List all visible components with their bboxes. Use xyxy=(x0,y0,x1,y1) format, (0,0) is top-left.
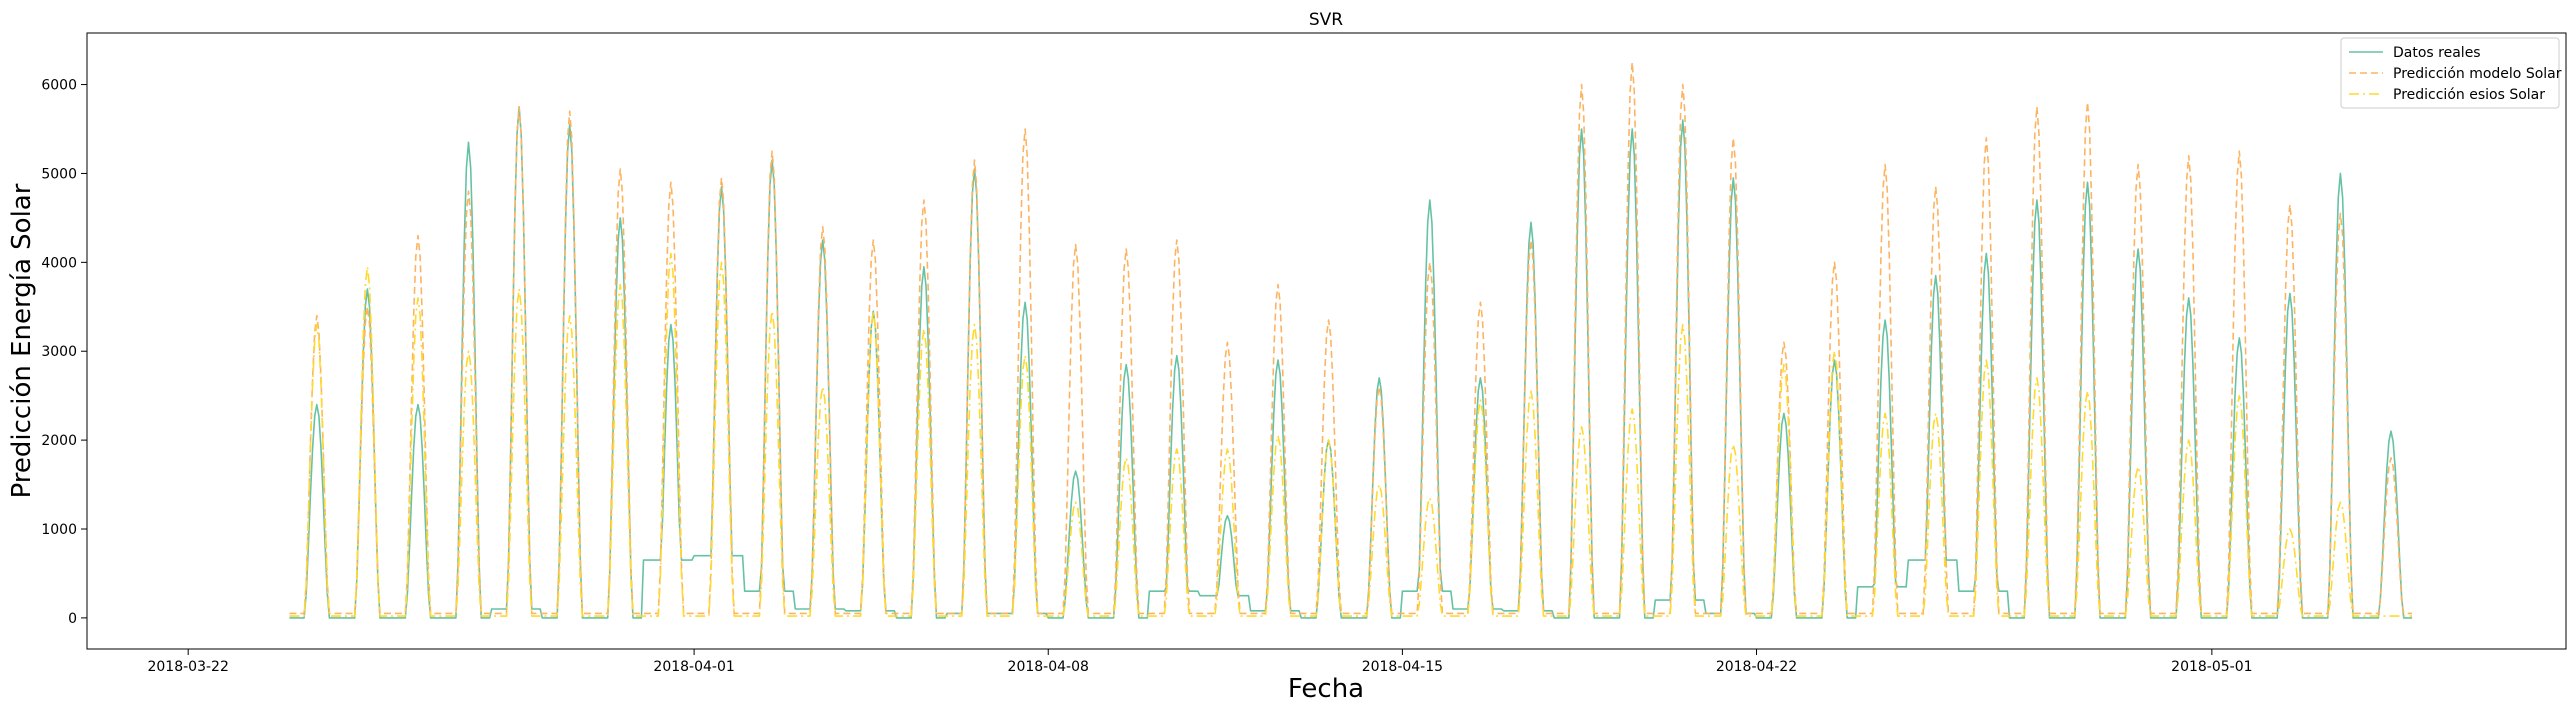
legend: Datos reales Predicción modelo Solar Predi… xyxy=(2340,37,2562,109)
x-tick-label: 2018-04-15 xyxy=(1362,659,1443,675)
x-tick-label: 2018-03-22 xyxy=(147,659,228,675)
legend-label: Predicción modelo Solar xyxy=(2393,66,2562,82)
plot-frame xyxy=(86,32,2567,650)
y-axis-title: Predicción Energía Solar xyxy=(7,183,37,498)
y-tick-label: 2000 xyxy=(41,433,77,449)
x-tick-label: 2018-05-01 xyxy=(2171,659,2252,675)
x-axis-title: Fecha xyxy=(1288,674,1364,704)
y-tick-label: 1000 xyxy=(41,522,77,538)
legend-label: Datos reales xyxy=(2393,45,2481,61)
y-axis: 0 1000 2000 3000 4000 5000 6000 xyxy=(41,78,87,627)
y-tick-label: 3000 xyxy=(41,344,77,360)
x-axis: 2018-03-22 2018-04-01 2018-04-08 2018-04-15… xyxy=(147,649,2253,675)
y-tick-label: 0 xyxy=(68,611,77,627)
y-tick-label: 5000 xyxy=(41,166,77,182)
y-tick-label: 6000 xyxy=(41,78,77,94)
x-tick-label: 2018-04-01 xyxy=(653,659,734,675)
legend-label: Predicción esios Solar xyxy=(2393,87,2545,103)
series-line xyxy=(289,252,2413,617)
x-tick-label: 2018-04-08 xyxy=(1008,659,1089,675)
legend-box xyxy=(2340,37,2560,109)
chart-title: SVR xyxy=(1309,10,1343,30)
plot-lines xyxy=(289,61,2413,619)
series-line xyxy=(289,106,2413,619)
y-tick-label: 4000 xyxy=(41,255,77,271)
legend-items: Datos reales Predicción modelo Solar Predi… xyxy=(2349,45,2562,103)
x-tick-label: 2018-04-22 xyxy=(1716,659,1797,675)
